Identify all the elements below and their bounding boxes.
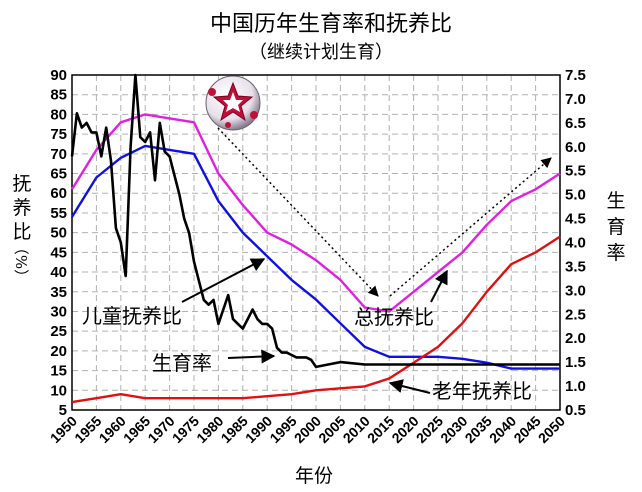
left-tick-label: 25 bbox=[50, 323, 67, 340]
left-axis-label: 抚 养 比 （%） bbox=[12, 173, 32, 284]
left-axis-label-char-1: 抚 bbox=[12, 173, 31, 195]
left-axis-label-char-3: 比 bbox=[12, 221, 31, 243]
right-tick-label: 1.0 bbox=[565, 378, 586, 395]
left-axis-ticks: 5 10 15 20 25 30 35 40 45 50 55 60 65 70 75 80 85 90 bbox=[50, 67, 67, 419]
x-tick-label: 2050 bbox=[535, 413, 568, 446]
left-axis-label-unit: （%） bbox=[12, 240, 30, 284]
right-tick-label: 4.5 bbox=[565, 211, 586, 228]
right-tick-label: 2.5 bbox=[565, 306, 586, 323]
left-tick-label: 90 bbox=[50, 67, 67, 84]
series-line-3 bbox=[71, 235, 561, 404]
left-tick-label: 5 bbox=[59, 402, 67, 419]
left-tick-label: 35 bbox=[50, 284, 67, 301]
left-axis-label-char-2: 养 bbox=[12, 197, 31, 219]
right-axis-label: 生 育 率 bbox=[606, 190, 625, 264]
annotations: 儿童抚养比 生育率 总抚养比 老年抚养比 bbox=[82, 258, 532, 403]
chart-subtitle: （继续计划生育） bbox=[249, 42, 393, 63]
left-tick-label: 20 bbox=[50, 343, 67, 360]
right-tick-label: 1.5 bbox=[565, 354, 586, 371]
left-tick-label: 30 bbox=[50, 303, 67, 320]
series-line-1 bbox=[70, 113, 561, 313]
left-tick-label: 70 bbox=[50, 146, 67, 163]
series-lines bbox=[70, 73, 561, 404]
right-tick-label: 7.5 bbox=[565, 67, 586, 84]
plot-frame bbox=[71, 74, 561, 411]
trend-arrow-down bbox=[217, 127, 379, 297]
annotation-elderly-dependency-arrow bbox=[388, 379, 431, 394]
right-tick-label: 6.5 bbox=[565, 115, 586, 132]
x-axis-label: 年份 bbox=[295, 465, 333, 487]
annotation-fertility-arrow bbox=[227, 349, 276, 364]
left-tick-label: 40 bbox=[50, 264, 67, 281]
right-tick-label: 5.5 bbox=[565, 163, 586, 180]
right-axis-label-char-3: 率 bbox=[606, 242, 625, 264]
right-tick-label: 7.0 bbox=[565, 91, 586, 108]
right-tick-label: 5.0 bbox=[565, 187, 586, 204]
left-tick-label: 55 bbox=[50, 205, 67, 222]
left-tick-label: 85 bbox=[50, 87, 67, 104]
annotation-elderly-dependency: 老年抚养比 bbox=[432, 379, 532, 403]
chart-title: 中国历年生育率和抚养比 bbox=[210, 12, 452, 37]
right-tick-label: 3.5 bbox=[565, 258, 586, 275]
right-tick-label: 6.0 bbox=[565, 139, 586, 156]
annotation-child-dependency: 儿童抚养比 bbox=[82, 304, 182, 328]
gridlines bbox=[72, 75, 560, 410]
annotation-fertility: 生育率 bbox=[152, 351, 212, 375]
series-line-4 bbox=[70, 73, 560, 369]
right-tick-label: 2.0 bbox=[565, 330, 586, 347]
right-tick-label: 4.0 bbox=[565, 235, 586, 252]
soccer-ball-picture bbox=[205, 75, 261, 131]
right-axis-ticks: 0.5 1.0 1.5 2.0 2.5 3.0 3.5 4.0 4.5 5.0 5.5 6.0 6.5 7… bbox=[565, 67, 586, 419]
right-axis-label-char-2: 育 bbox=[606, 216, 625, 238]
left-tick-label: 60 bbox=[50, 185, 67, 202]
annotation-total-dependency: 总抚养比 bbox=[354, 305, 434, 329]
left-tick-label: 50 bbox=[50, 225, 67, 242]
right-axis-label-char-1: 生 bbox=[606, 190, 625, 212]
left-tick-label: 75 bbox=[50, 126, 67, 143]
right-tick-label: 0.5 bbox=[565, 402, 586, 419]
annotation-total-dependency-arrow bbox=[430, 269, 448, 303]
left-tick-label: 45 bbox=[50, 244, 67, 261]
right-tick-label: 3.0 bbox=[565, 282, 586, 299]
series-line-2 bbox=[70, 144, 560, 370]
trend-arrow-up bbox=[389, 157, 552, 297]
trend-arrows bbox=[217, 127, 552, 297]
left-tick-label: 80 bbox=[50, 106, 67, 123]
x-axis-ticks: 1950195519601965197019751980198519901995… bbox=[47, 413, 568, 446]
left-tick-label: 10 bbox=[50, 382, 67, 399]
left-tick-label: 65 bbox=[50, 166, 67, 183]
left-tick-label: 15 bbox=[50, 363, 67, 380]
annotation-child-dependency-arrow bbox=[181, 258, 266, 303]
